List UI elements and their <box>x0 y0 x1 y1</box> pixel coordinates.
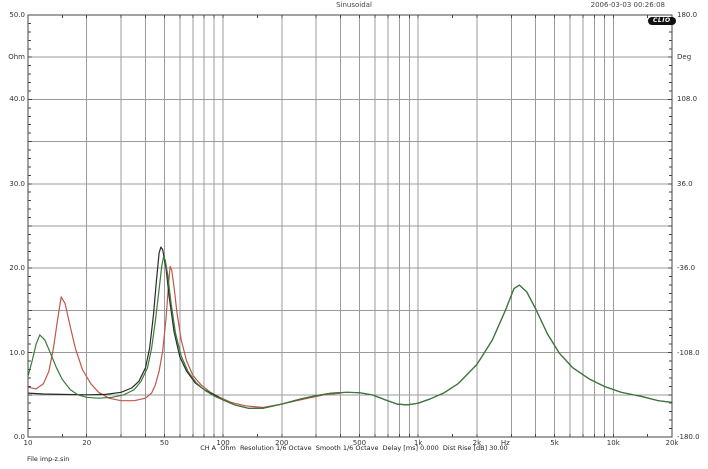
y-right-tick-label: 108.0 <box>677 95 698 104</box>
status-line: CH A Ohm Resolution 1/6 Octave Smooth 1/… <box>200 444 508 452</box>
y-left-unit-label: Ohm <box>8 53 25 62</box>
x-tick-label: 20 <box>82 439 92 447</box>
curve-impedance-black <box>27 246 673 409</box>
x-tick-label: 10k <box>606 439 620 447</box>
y-right-tick-label: 36.0 <box>677 179 693 188</box>
x-tick-label: 20k <box>665 439 679 447</box>
y-left-tick-label: 0.0 <box>13 433 25 441</box>
y-right-unit-label: Deg <box>677 53 692 62</box>
x-tick-label: 1k <box>413 439 423 447</box>
grid-lines <box>28 15 673 437</box>
curves <box>27 246 673 409</box>
x-tick-label: 100 <box>216 439 230 447</box>
x-tick-label: 5k <box>550 439 559 447</box>
file-label: File imp-z.sin <box>27 455 70 463</box>
curve-impedance-green <box>27 256 673 409</box>
measurement-title: Sinusoidal <box>336 1 372 9</box>
x-tick-label: 200 <box>275 439 289 447</box>
y-right-tick-label: -180.0 <box>677 433 700 441</box>
y-left-tick-label: 40.0 <box>9 95 25 104</box>
timestamp: 2006-03-03 00:26:08 <box>590 1 665 9</box>
x-tick-label: 2k <box>472 439 482 447</box>
y-left-tick-label: 10.0 <box>9 348 25 357</box>
y-left-tick-label: 50.0 <box>9 11 25 19</box>
y-right-tick-label: 180.0 <box>677 11 698 19</box>
curve-impedance-red <box>27 265 342 409</box>
x-unit-label: Hz <box>500 439 510 447</box>
y-right-tick-label: -36.0 <box>677 264 696 273</box>
clio-logo: CLIO <box>648 17 676 25</box>
y-left-tick-label: 20.0 <box>9 264 25 273</box>
y-right-tick-label: -108.0 <box>677 348 700 357</box>
plot-border <box>27 14 673 438</box>
y-left-tick-label: 30.0 <box>9 179 25 188</box>
x-tick-label: 50 <box>159 439 169 447</box>
x-tick-label: 10 <box>23 439 33 447</box>
x-tick-label: 500 <box>352 439 367 447</box>
